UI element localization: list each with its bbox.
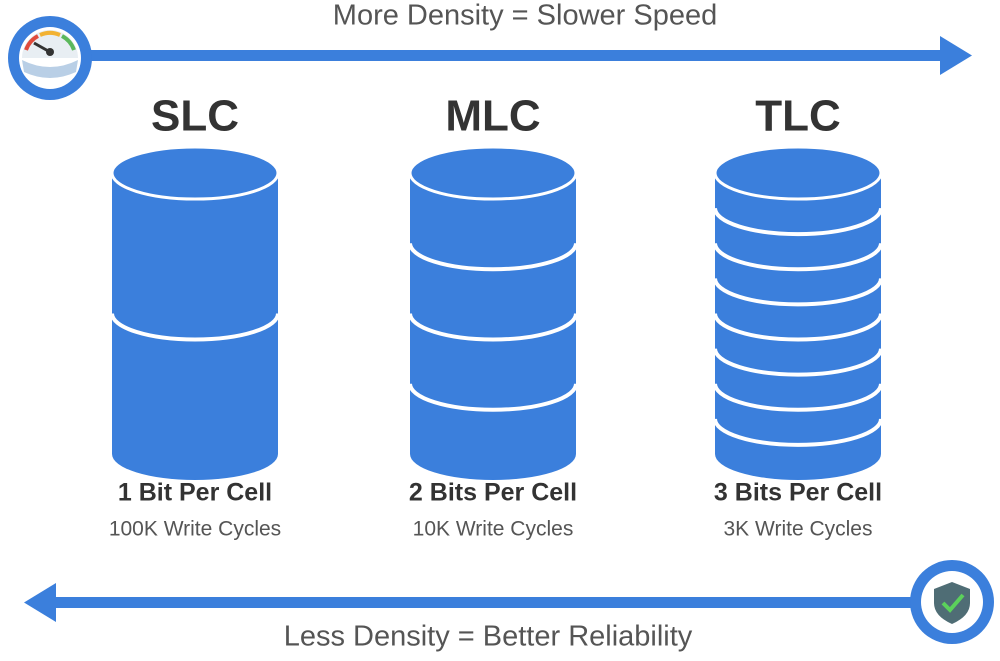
bits-label: 3 Bits Per Cell [714,479,882,507]
bottom-arrow [24,583,930,622]
top-label: More Density = Slower Speed [333,0,717,32]
layer-edge [408,383,578,412]
cylinder [110,145,280,480]
cylinder [713,145,883,480]
cylinder-layer [112,173,278,340]
layer-edge [713,418,883,447]
cylinder-top [713,145,883,201]
top-arrow [50,36,972,75]
layer-edge [713,278,883,307]
column-title: MLC [445,92,540,141]
cylinder-top [110,145,280,201]
layer-edge [713,313,883,342]
layer-edge [110,313,280,342]
layer-edge [713,383,883,412]
layer-edge [713,348,883,377]
bottom-label: Less Density = Better Reliability [284,621,693,653]
speed-icon [8,16,92,100]
bits-label: 1 Bit Per Cell [118,479,272,507]
bits-label: 2 Bits Per Cell [409,479,577,507]
cycles-label: 3K Write Cycles [724,518,873,541]
layer-edge [713,243,883,272]
cycles-label: 10K Write Cycles [413,518,574,541]
layer-edge [408,313,578,342]
columns: SLC 1 Bit Per Cell 100K Write Cycles MLC 2 B… [109,92,883,541]
reliability-icon [910,560,994,644]
cycles-label: 100K Write Cycles [109,518,281,541]
cylinder-layer [112,313,278,480]
cylinder-top [408,145,578,201]
column-title: TLC [755,92,841,141]
cylinder [408,145,578,480]
column-title: SLC [151,92,239,141]
layer-edge [713,207,883,237]
layer-edge [408,243,578,272]
